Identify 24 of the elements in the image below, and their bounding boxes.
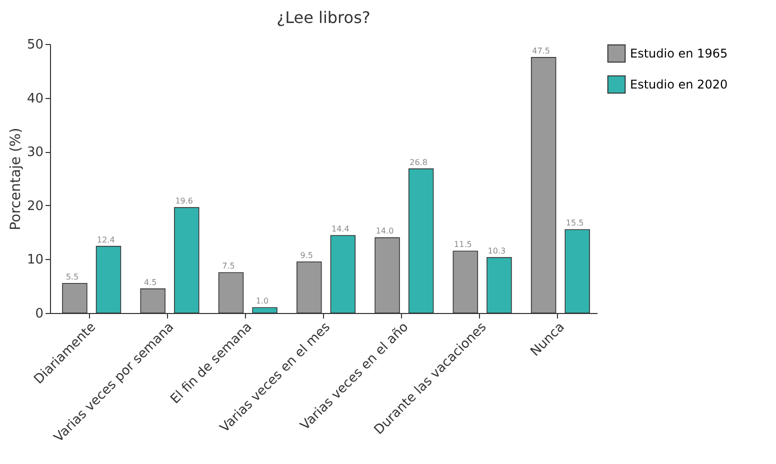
- text: 14.4: [331, 224, 350, 234]
- y-tick-label: 10: [26, 252, 44, 268]
- y-tick-label: 0: [35, 306, 44, 322]
- text: 14.0: [376, 226, 394, 236]
- y-tick-label: 20: [26, 198, 44, 214]
- text: 7.5: [222, 262, 235, 271]
- text: 11.5: [454, 240, 472, 250]
- text: 47.5: [532, 46, 550, 56]
- legend-label: Estudio en 2020: [630, 78, 728, 92]
- text: 9.5: [300, 250, 313, 260]
- chart-title: ¿Lee libros?: [276, 8, 370, 27]
- text: 5.5: [66, 272, 79, 282]
- text: 4.5: [144, 278, 157, 287]
- text: 15.5: [566, 218, 584, 228]
- y-tick-label: 30: [26, 145, 44, 160]
- text: 12.4: [97, 235, 115, 244]
- text: 26.8: [410, 158, 428, 167]
- text: 1.0: [256, 296, 269, 306]
- y-tick-label: 50: [26, 38, 44, 52]
- y-axis-title: Porcentaje (%): [8, 128, 24, 230]
- text: 10.3: [488, 246, 506, 256]
- legend-label: Estudio en 1965: [630, 46, 728, 60]
- y-tick-label: 40: [26, 91, 44, 106]
- text: 19.6: [175, 196, 194, 206]
